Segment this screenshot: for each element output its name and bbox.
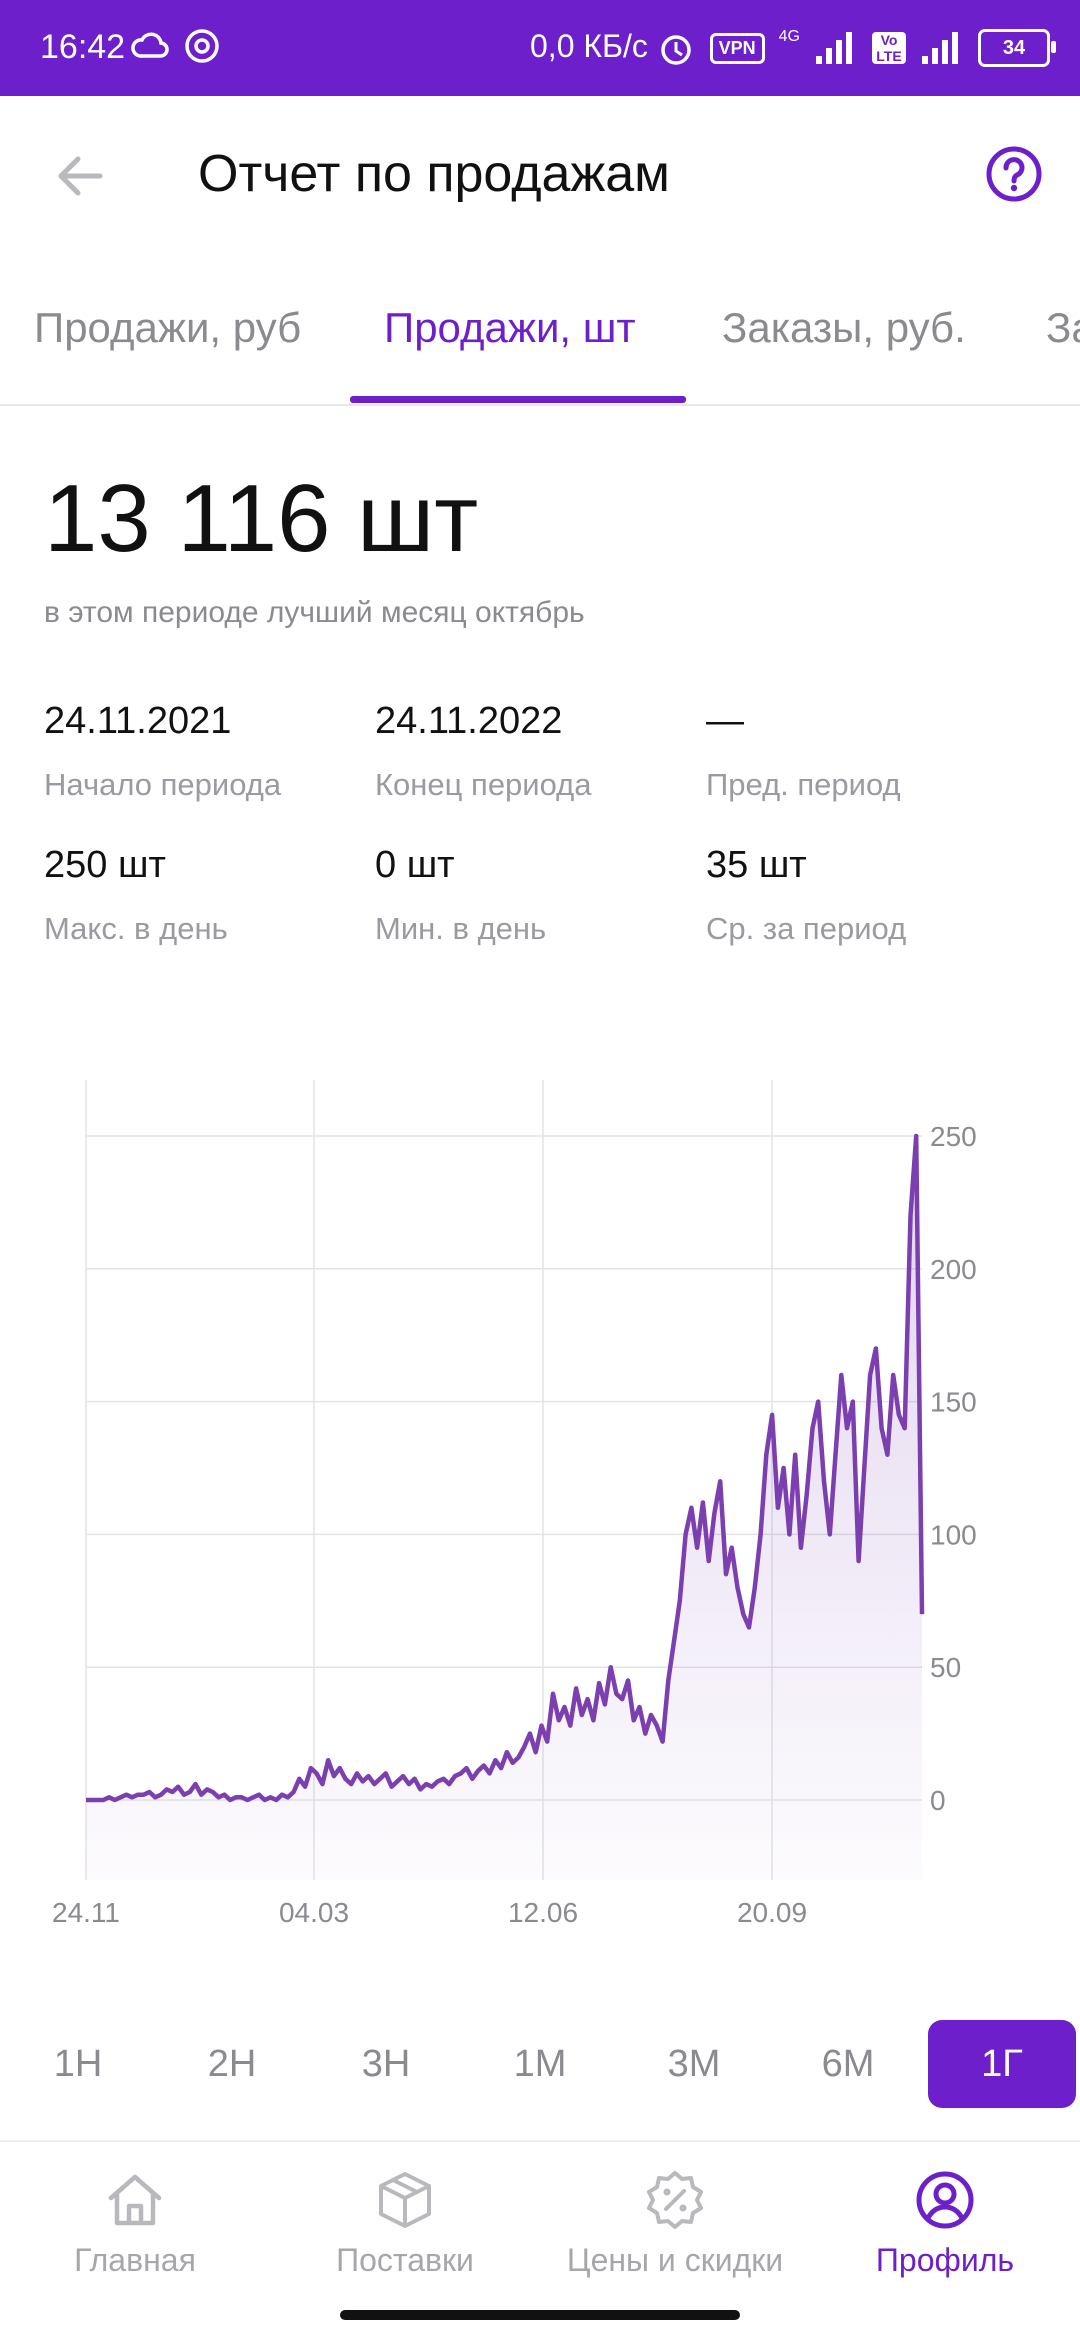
back-arrow-icon[interactable] — [50, 146, 110, 206]
box-icon — [379, 2172, 431, 2228]
sales-chart-svg: 250 200 150 100 50 0 24.11 04.03 12.06 20.09 — [52, 1080, 977, 1928]
y-tick-label: 250 — [930, 1121, 977, 1152]
network-speed: 0,0 КБ/с — [530, 28, 648, 64]
stat-period-start: 24.11.2021 Начало периода — [44, 700, 281, 803]
volte-badge: Vo LTE — [872, 32, 906, 64]
stat-label: Макс. в день — [44, 911, 228, 946]
stat-value: 250 шт — [44, 844, 166, 886]
sales-chart: 250 200 150 100 50 0 24.11 04.03 12.06 20.09 — [0, 1030, 1080, 1960]
tab-orders-more[interactable]: За — [1046, 304, 1080, 351]
range-2-weeks[interactable]: 2Н — [207, 2042, 257, 2085]
stat-value: — — [706, 700, 744, 742]
stat-min-per-day: 0 шт Мин. в день — [375, 844, 546, 947]
status-time: 16:42 — [40, 28, 126, 66]
x-tick-label: 04.03 — [279, 1897, 349, 1928]
stat-label: Мин. в день — [375, 911, 547, 946]
nav-label: Главная — [74, 2242, 196, 2278]
bottom-navigation: Главная Поставки Цены и скидки Профиль — [0, 2140, 1080, 2342]
vpn-badge: VPN — [709, 32, 765, 64]
nav-supplies[interactable]: Поставки — [270, 2168, 540, 2279]
discount-badge-icon — [647, 2171, 703, 2229]
nav-label: Цены и скидки — [566, 2242, 784, 2278]
y-tick-label: 100 — [930, 1519, 977, 1550]
profile-icon — [916, 2171, 974, 2229]
range-3-weeks[interactable]: 3Н — [361, 2042, 411, 2085]
page-title: Отчет по продажам — [198, 145, 670, 203]
stat-value: 35 шт — [706, 844, 807, 886]
y-tick-label: 50 — [930, 1652, 961, 1683]
tab-sales-rub[interactable]: Продажи, руб — [34, 304, 302, 351]
range-1-month[interactable]: 1М — [513, 2042, 567, 2085]
battery-indicator: 34 — [978, 29, 1056, 67]
tab-orders-rub[interactable]: Заказы, руб. — [722, 304, 966, 351]
signal-strength-icon — [816, 32, 852, 64]
stat-label: Пред. период — [706, 767, 901, 802]
range-3-months[interactable]: 3М — [667, 2042, 721, 2085]
x-tick-label: 24.11 — [52, 1897, 120, 1928]
help-icon[interactable] — [984, 144, 1044, 204]
stat-period-end: 24.11.2022 Конец периода — [375, 700, 592, 803]
best-month-note: в этом периоде лучший месяц октябрь — [44, 596, 585, 629]
nav-label: Поставки — [336, 2242, 474, 2278]
range-6-months[interactable]: 6М — [821, 2042, 875, 2085]
y-tick-label: 150 — [930, 1387, 977, 1418]
app-header: Отчет по продажам — [0, 96, 1080, 256]
nav-label: Профиль — [875, 2242, 1015, 2278]
x-tick-label: 12.06 — [508, 1897, 578, 1928]
range-1-year[interactable]: 1Г — [928, 2020, 1076, 2108]
report-tabs: Продажи, руб Продажи, шт Заказы, руб. За — [0, 256, 1080, 406]
stat-max-per-day: 250 шт Макс. в день — [44, 844, 228, 947]
at-sign-icon — [185, 29, 219, 63]
total-sales-value: 13 116 шт — [44, 465, 479, 572]
signal-strength-icon-2 — [922, 32, 958, 64]
nav-prices-discounts[interactable]: Цены и скидки — [540, 2168, 810, 2279]
active-tab-indicator — [350, 396, 686, 403]
stat-average: 35 шт Ср. за период — [706, 844, 906, 947]
y-tick-label: 0 — [930, 1785, 946, 1816]
stat-value: 0 шт — [375, 844, 455, 886]
stat-value: 24.11.2022 — [375, 700, 563, 742]
period-range-selector: 1Н 2Н 3Н 1М 3М 6М 1Г — [0, 2020, 1080, 2110]
range-1-week[interactable]: 1Н — [53, 2042, 103, 2085]
stat-previous-period: — Пред. период — [706, 700, 901, 803]
network-type: 4G — [778, 28, 800, 45]
x-tick-label: 20.09 — [737, 1897, 807, 1928]
home-icon — [108, 2174, 162, 2226]
stat-value: 24.11.2021 — [44, 700, 232, 742]
cloud-sync-icon — [131, 32, 169, 58]
alarm-icon — [660, 35, 691, 65]
y-tick-label: 200 — [930, 1254, 977, 1285]
home-indicator[interactable] — [340, 2310, 740, 2320]
sales-area-fill — [86, 1136, 922, 1880]
nav-profile[interactable]: Профиль — [810, 2168, 1080, 2279]
tab-sales-pcs[interactable]: Продажи, шт — [384, 304, 636, 351]
stat-label: Ср. за период — [706, 911, 907, 946]
stat-label: Конец периода — [375, 767, 592, 802]
status-bar: 16:42 0,0 КБ/с VPN 4G Vo LTE 34 — [0, 0, 1080, 96]
sales-series-line — [86, 1133, 925, 1803]
stat-label: Начало периода — [44, 767, 282, 802]
nav-home[interactable]: Главная — [0, 2168, 270, 2279]
